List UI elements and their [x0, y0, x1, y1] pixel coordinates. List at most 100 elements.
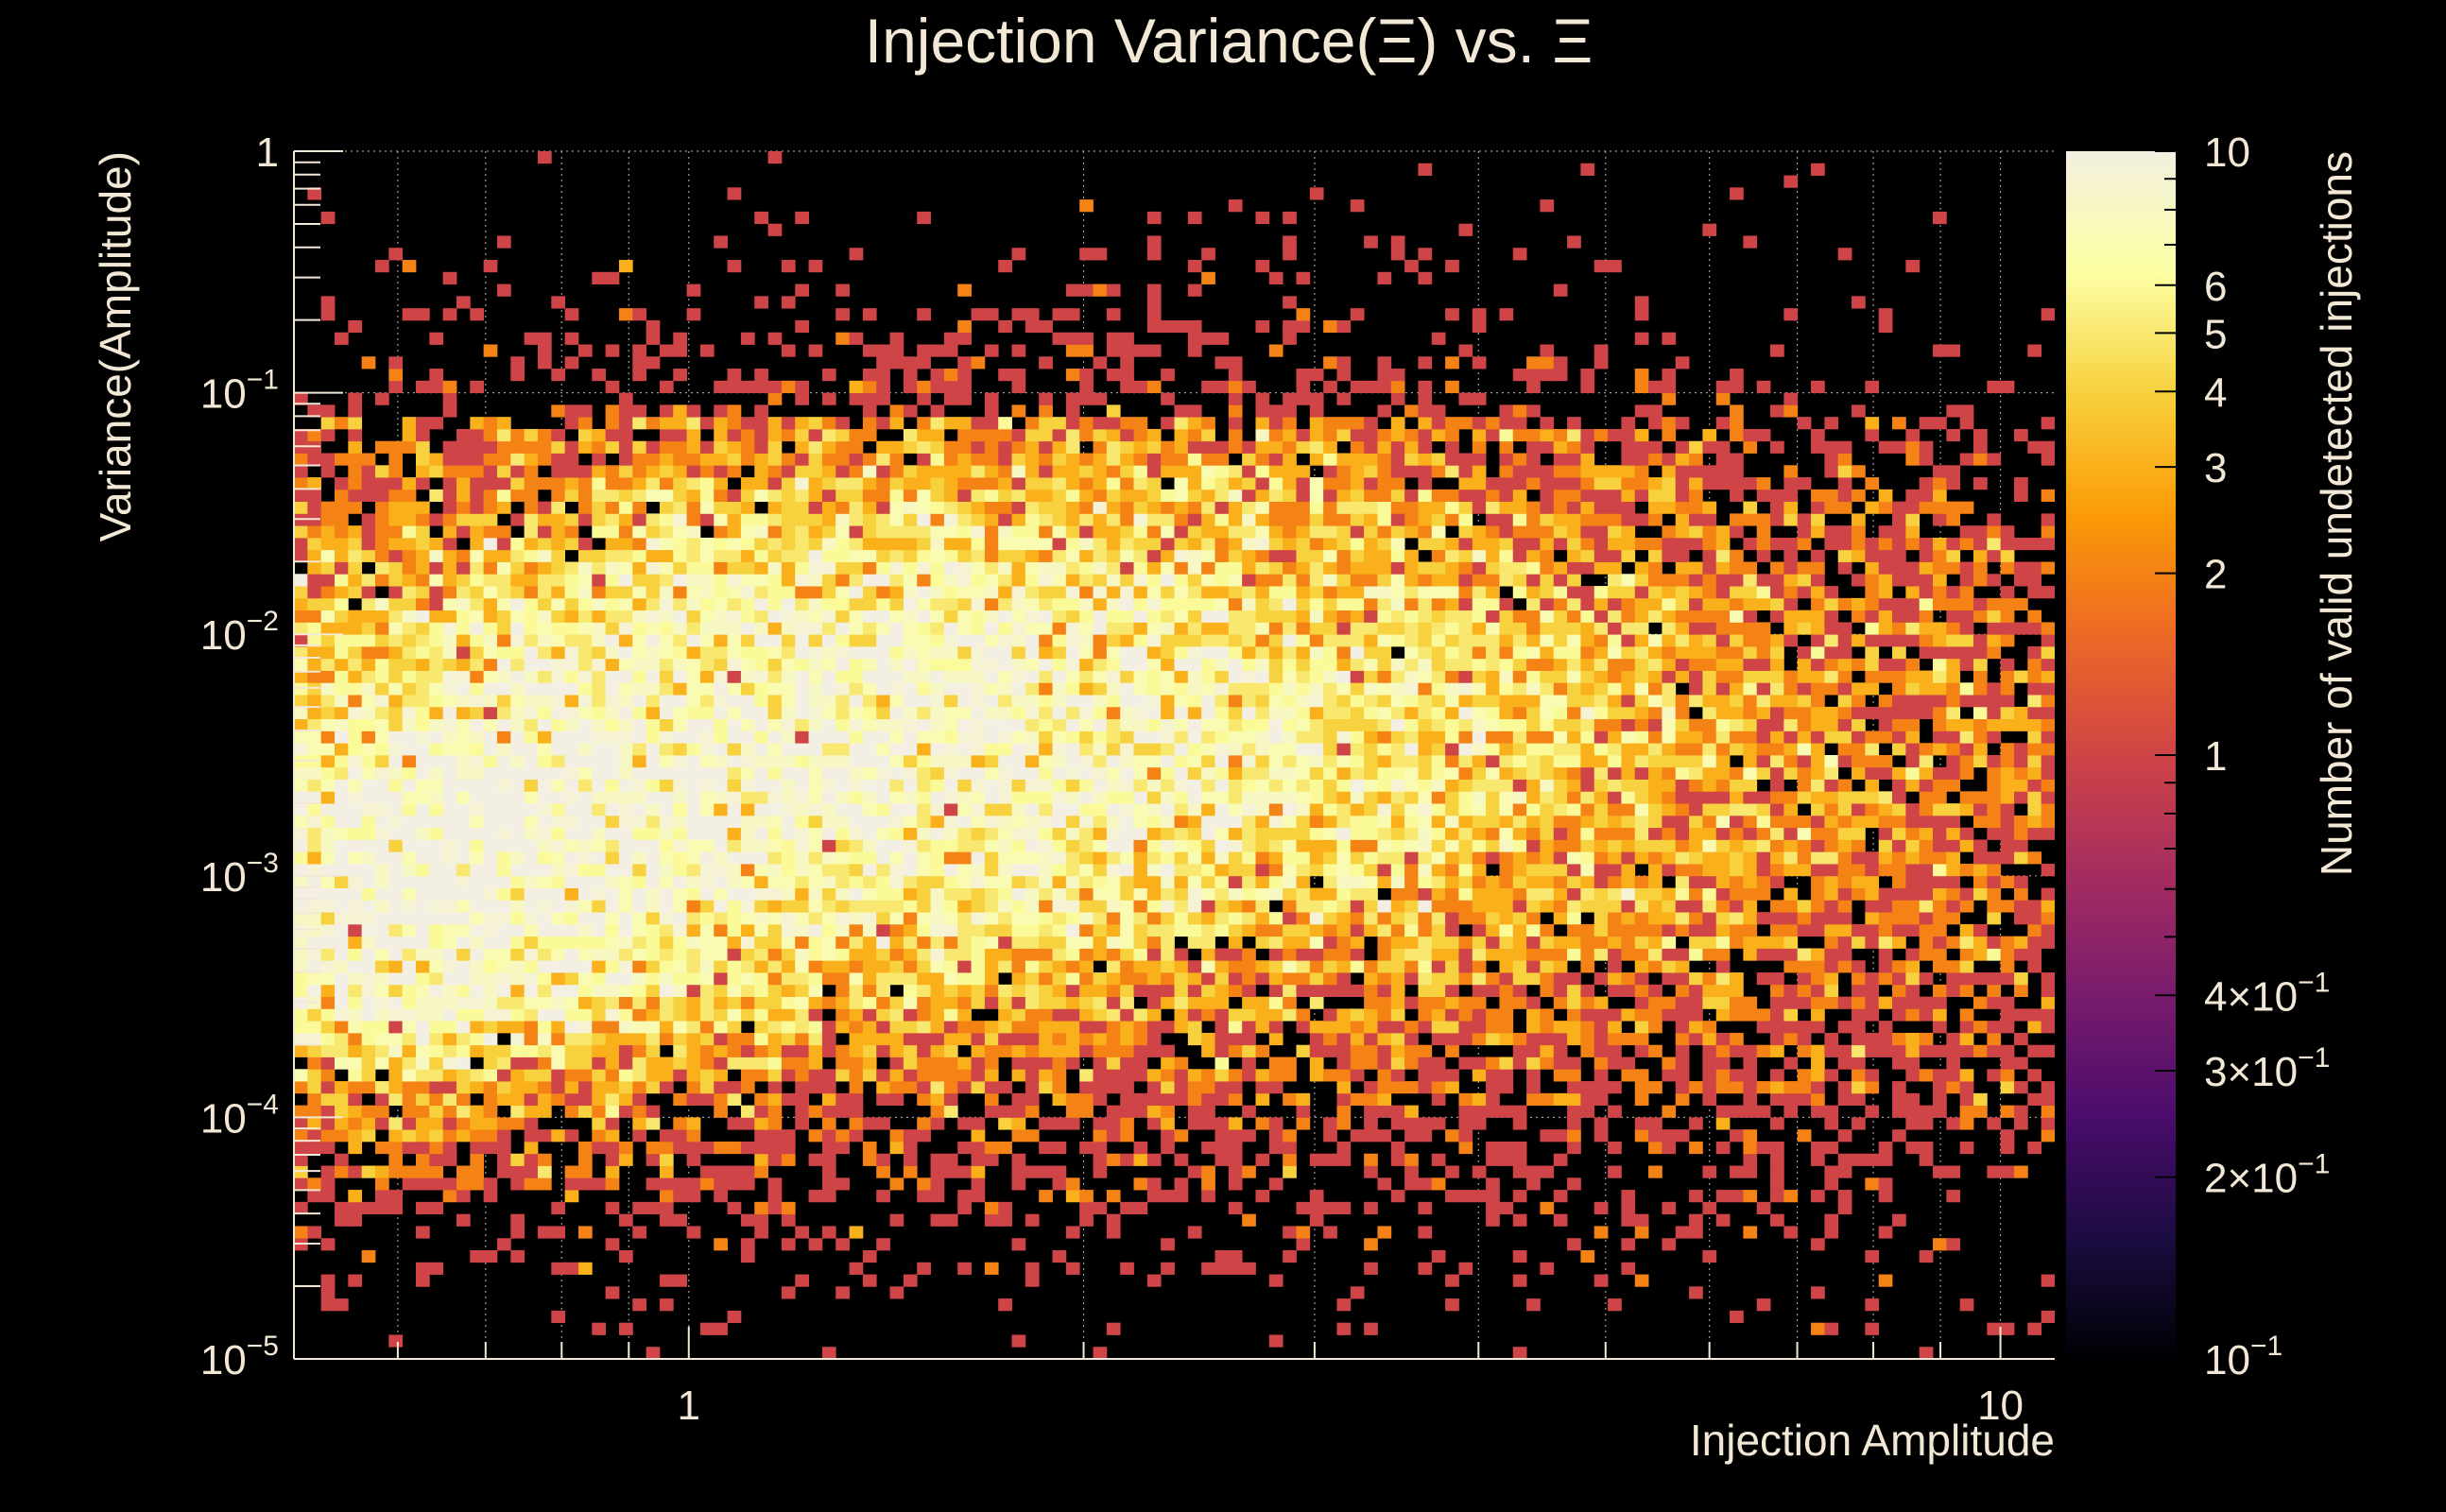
heatmap-cell	[1120, 984, 1134, 997]
heatmap-cell	[1079, 1044, 1094, 1057]
heatmap-cell	[1228, 923, 1243, 937]
heatmap-cell	[307, 1021, 322, 1034]
heatmap-cell	[307, 440, 322, 454]
heatmap-cell	[1174, 610, 1189, 623]
heatmap-cell	[618, 960, 633, 973]
heatmap-cell	[740, 417, 755, 430]
heatmap-cell	[984, 1262, 999, 1275]
heatmap-cell	[537, 791, 552, 804]
heatmap-cell	[402, 706, 417, 720]
heatmap-cell	[307, 900, 322, 913]
heatmap-cell	[307, 887, 322, 901]
heatmap-cell	[943, 1105, 958, 1118]
heatmap-cell	[388, 996, 404, 1009]
heatmap-cell	[1106, 960, 1121, 973]
heatmap-cell	[1065, 682, 1080, 696]
heatmap-cell	[388, 923, 404, 937]
heatmap-cell	[307, 1226, 322, 1239]
heatmap-cell	[1268, 453, 1283, 466]
heatmap-cell	[605, 695, 620, 708]
heatmap-cell	[767, 1008, 783, 1022]
heatmap-cell	[1065, 645, 1080, 660]
heatmap-cell	[889, 344, 904, 357]
heatmap-cell	[442, 645, 457, 660]
heatmap-cell	[1065, 1117, 1080, 1130]
heatmap-cell	[727, 561, 742, 575]
heatmap-cell	[307, 1008, 322, 1022]
heatmap-cell	[374, 743, 389, 756]
heatmap-cell	[551, 634, 566, 647]
heatmap-cell	[673, 465, 687, 478]
heatmap-cell	[821, 730, 836, 744]
heatmap-cell	[496, 972, 511, 986]
heatmap-cell	[1065, 1008, 1080, 1022]
heatmap-cell	[577, 1032, 593, 1046]
heatmap-cell	[496, 597, 511, 611]
heatmap-cell	[605, 1141, 620, 1155]
heatmap-cell	[740, 1165, 755, 1178]
heatmap-cell	[388, 597, 404, 611]
heatmap-cell	[808, 803, 823, 816]
heatmap-cell	[1065, 948, 1080, 961]
heatmap-cell	[1052, 549, 1067, 562]
heatmap-cell	[1120, 477, 1134, 490]
heatmap-cell	[605, 658, 620, 671]
heatmap-cell	[510, 695, 525, 708]
heatmap-cell	[320, 1032, 336, 1046]
heatmap-cell	[714, 851, 728, 865]
heatmap-cell	[1146, 477, 1162, 490]
heatmap-cell	[496, 537, 511, 551]
heatmap-cell	[632, 984, 646, 997]
heatmap-cell	[876, 597, 890, 611]
heatmap-cell	[1228, 440, 1243, 454]
heatmap-cell	[1120, 1081, 1134, 1094]
heatmap-cell	[699, 1032, 715, 1046]
heatmap-cell	[551, 779, 566, 792]
heatmap-cell	[1161, 658, 1175, 671]
heatmap-cell	[320, 887, 336, 901]
heatmap-cell	[1201, 465, 1215, 478]
heatmap-cell	[714, 235, 728, 249]
heatmap-cell	[795, 948, 809, 961]
heatmap-cell	[1120, 440, 1134, 454]
heatmap-cell	[320, 537, 336, 551]
heatmap-cell	[388, 1008, 404, 1022]
heatmap-cell	[862, 670, 877, 683]
heatmap-cell	[795, 851, 809, 865]
heatmap-cell	[592, 755, 607, 768]
heatmap-cell	[1296, 815, 1311, 829]
heatmap-cell	[361, 887, 376, 901]
heatmap-cell	[1242, 695, 1256, 708]
heatmap-cell	[361, 356, 376, 369]
heatmap-cell	[917, 1032, 931, 1046]
heatmap-cell	[1268, 645, 1283, 660]
heatmap-cell	[699, 1165, 715, 1178]
heatmap-cell	[727, 417, 742, 430]
heatmap-cell	[592, 948, 607, 961]
heatmap-cell	[1106, 972, 1121, 986]
heatmap-cell	[1065, 597, 1080, 611]
heatmap-cell	[1106, 670, 1121, 683]
heatmap-cell	[510, 1177, 525, 1191]
heatmap-cell	[740, 537, 755, 551]
heatmap-cell	[686, 574, 701, 587]
heatmap-cell	[1187, 1092, 1202, 1107]
heatmap-cell	[943, 730, 958, 744]
heatmap-cell	[808, 260, 823, 273]
heatmap-cell	[1296, 887, 1311, 901]
heatmap-cell	[618, 1092, 633, 1107]
heatmap-cell	[374, 670, 389, 683]
heatmap-cell	[294, 1069, 308, 1082]
heatmap-cell	[470, 1117, 485, 1130]
heatmap-cell	[1011, 440, 1026, 454]
heatmap-cell	[781, 658, 796, 671]
heatmap-cell	[618, 972, 633, 986]
heatmap-cell	[524, 815, 539, 829]
heatmap-cell	[496, 549, 511, 562]
heatmap-cell	[1242, 525, 1256, 539]
heatmap-cell	[795, 586, 809, 599]
heatmap-cell	[1093, 827, 1108, 840]
heatmap-cell	[483, 948, 498, 961]
heatmap-cell	[348, 779, 363, 792]
heatmap-cell	[1283, 404, 1297, 418]
